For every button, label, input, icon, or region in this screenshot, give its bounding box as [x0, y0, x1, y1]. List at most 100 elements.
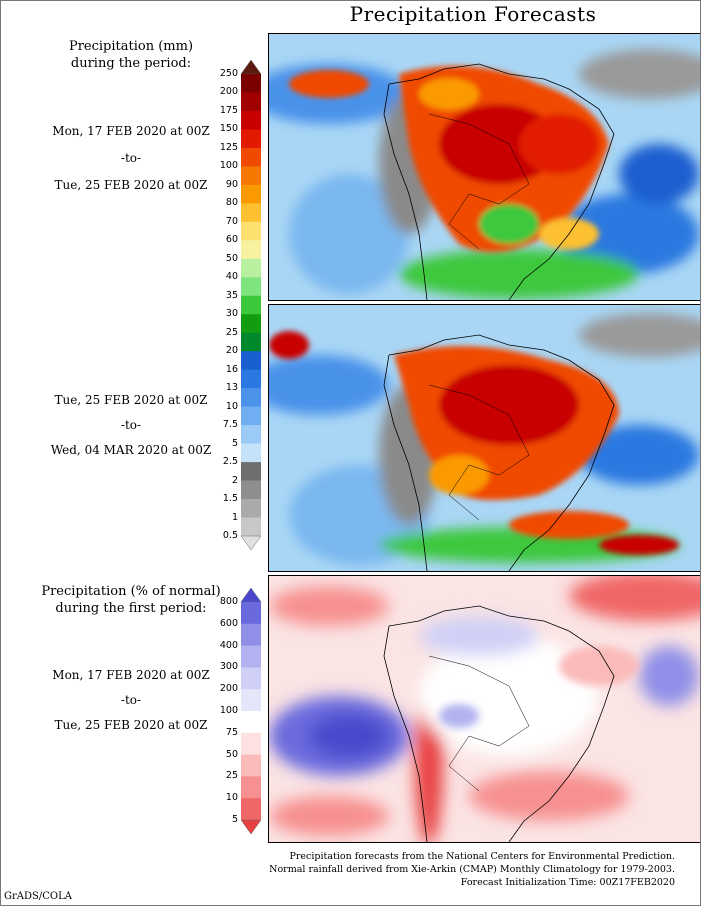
mm-colorbar-label: 20	[225, 345, 238, 357]
bottom-header-line2: during the first period:	[55, 601, 207, 616]
mm-colorbar-label: 150	[219, 123, 238, 135]
mm-colorbar-swatch	[241, 74, 261, 93]
mm-colorbar-swatch	[241, 462, 261, 481]
mm-colorbar-label: 100	[219, 160, 238, 172]
top-header-line1: Precipitation (mm)	[68, 39, 194, 54]
mm-colorbar-swatch	[241, 240, 261, 260]
pct-colorbar	[241, 588, 261, 834]
top-date-sep: -to-	[120, 151, 142, 165]
mm-colorbar-swatch	[241, 443, 261, 463]
mm-colorbar-swatch	[241, 480, 261, 500]
page-title: Precipitation Forecasts	[349, 2, 597, 26]
mm-colorbar-swatch	[241, 369, 261, 389]
mm-colorbar-swatch	[241, 110, 261, 130]
mm-colorbar-bottom-arrow	[241, 535, 261, 550]
mm-colorbar-label: 5	[231, 437, 238, 449]
pct-colorbar-swatch	[241, 689, 261, 712]
mid-date-from: Tue, 25 FEB 2020 at 00Z	[54, 393, 208, 407]
pct-normal-map	[268, 575, 701, 843]
mm-colorbar-swatch	[241, 499, 261, 518]
top-date-from: Mon, 17 FEB 2020 at 00Z	[52, 124, 210, 138]
mm-colorbar-label: 70	[225, 215, 238, 227]
bottom-header-line1: Precipitation (% of normal)	[41, 584, 221, 599]
pct-colorbar-swatch	[241, 711, 261, 734]
top-date-to: Tue, 25 FEB 2020 at 00Z	[54, 178, 208, 192]
pct-colorbar-swatch	[241, 754, 261, 777]
bottom-date-sep: -to-	[120, 693, 142, 707]
bottom-panel-header: Precipitation (% of normal) during the f…	[0, 583, 262, 617]
mm-colorbar-label: 25	[225, 326, 238, 338]
mm-colorbar-swatch	[241, 221, 261, 241]
mm-colorbar-label: 40	[225, 271, 238, 283]
top-panel-dates: Mon, 17 FEB 2020 at 00Z -to- Tue, 25 FEB…	[0, 124, 262, 192]
mm-colorbar-swatch	[241, 277, 261, 297]
mm-colorbar-swatch	[241, 388, 261, 407]
pct-colorbar-swatch	[241, 645, 261, 668]
footer-line3: Forecast Initialization Time: 00Z17FEB20…	[460, 877, 675, 888]
mm-colorbar-swatch	[241, 406, 261, 426]
pct-colorbar-label: 25	[225, 770, 238, 782]
mid-date-to: Wed, 04 MAR 2020 at 00Z	[50, 443, 212, 457]
mm-colorbar-label: 0.5	[222, 530, 238, 541]
mm-colorbar-top-arrow	[241, 60, 261, 75]
pct-colorbar-bottom-arrow	[241, 819, 261, 834]
pct-colorbar-label: 10	[225, 792, 238, 804]
mm-colorbar	[241, 60, 261, 550]
mm-colorbar-swatch	[241, 92, 261, 112]
mm-colorbar-swatch	[241, 332, 261, 352]
pct-colorbar-label: 100	[219, 705, 238, 716]
credit-label: GrADS/COLA	[4, 891, 72, 902]
mm-colorbar-label: 80	[225, 197, 238, 209]
mid-panel-dates: Tue, 25 FEB 2020 at 00Z -to- Wed, 04 MAR…	[0, 393, 262, 457]
mm-colorbar-label: 1	[231, 511, 238, 523]
precip-map-week2	[268, 304, 701, 572]
footer-line1: Precipitation forecasts from the Nationa…	[289, 851, 676, 862]
mm-colorbar-swatch	[241, 295, 261, 315]
mm-colorbar-label: 16	[225, 363, 238, 375]
pct-colorbar-swatch	[241, 732, 261, 755]
mm-colorbar-label: 13	[225, 382, 238, 394]
mm-colorbar-label: 175	[219, 104, 238, 116]
pct-colorbar-swatch	[241, 776, 261, 799]
mm-colorbar-swatch	[241, 351, 261, 370]
pct-colorbar-label: 800	[219, 596, 238, 607]
mm-colorbar-label: 125	[219, 141, 238, 153]
mm-colorbar-label: 7.5	[222, 419, 238, 431]
mm-colorbar-swatch	[241, 425, 261, 444]
pct-colorbar-label: 5	[231, 814, 238, 825]
mm-colorbar-label: 30	[225, 308, 238, 320]
pct-colorbar-label: 200	[219, 683, 238, 695]
mm-colorbar-swatch	[241, 203, 261, 223]
pct-colorbar-label: 400	[219, 639, 238, 651]
mm-colorbar-label: 1.5	[222, 493, 238, 505]
footer-notes: Precipitation forecasts from the Nationa…	[269, 850, 675, 889]
mm-colorbar-label: 10	[225, 400, 238, 412]
top-header-line2: during the period:	[70, 56, 192, 71]
mm-colorbar-label: 2.5	[222, 456, 238, 468]
mm-colorbar-swatch	[241, 314, 261, 334]
bottom-panel-dates: Mon, 17 FEB 2020 at 00Z -to- Tue, 25 FEB…	[0, 668, 262, 732]
pct-colorbar-label: 75	[225, 726, 238, 738]
footer-line2: Normal rainfall derived from Xie-Arkin (…	[269, 864, 675, 875]
bottom-date-from: Mon, 17 FEB 2020 at 00Z	[52, 668, 210, 682]
precip-map-week1	[268, 33, 701, 301]
pct-colorbar-swatch	[241, 623, 261, 646]
mid-date-sep: -to-	[120, 418, 142, 432]
pct-colorbar-swatch	[241, 798, 261, 821]
mm-colorbar-label: 35	[225, 289, 238, 301]
mm-colorbar-label: 2	[231, 474, 238, 486]
mm-colorbar-label: 250	[219, 68, 238, 79]
mm-colorbar-swatch	[241, 147, 261, 167]
mm-colorbar-label: 50	[225, 252, 238, 264]
mm-colorbar-swatch	[241, 258, 261, 278]
mm-colorbar-swatch	[241, 517, 261, 537]
pct-colorbar-label: 50	[225, 748, 238, 760]
pct-colorbar-swatch	[241, 602, 261, 625]
pct-colorbar-top-arrow	[241, 588, 261, 603]
pct-colorbar-label: 600	[219, 617, 238, 629]
top-panel-header: Precipitation (mm) during the period:	[0, 38, 262, 72]
mm-colorbar-label: 200	[219, 86, 238, 98]
mm-colorbar-swatch	[241, 166, 261, 186]
pct-colorbar-label: 300	[219, 661, 238, 673]
mm-colorbar-label: 60	[225, 234, 238, 246]
